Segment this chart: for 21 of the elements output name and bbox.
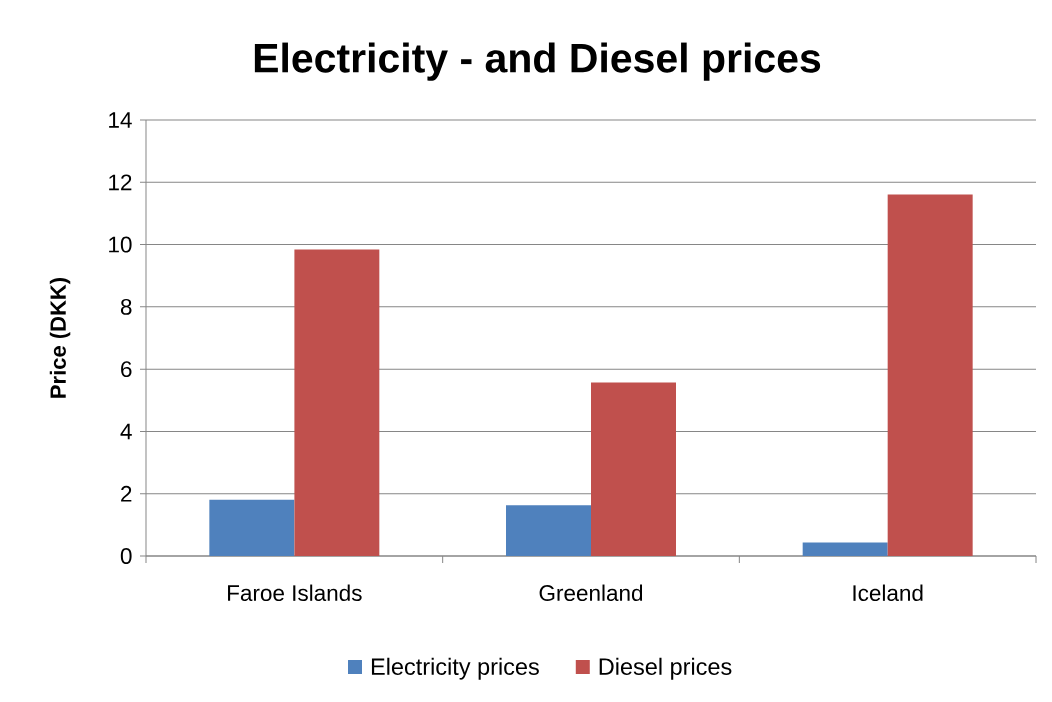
bar <box>802 542 888 556</box>
y-tick-label: 6 <box>121 361 132 378</box>
bar <box>591 382 676 556</box>
x-tick-label: Greenland <box>539 584 643 602</box>
y-tick-label: 2 <box>121 485 132 502</box>
y-tick-label: 0 <box>120 548 132 564</box>
chart-title: Electricity - and Diesel prices <box>254 42 821 81</box>
x-tick-label: Faroe Islands <box>228 584 362 602</box>
bar <box>294 249 380 556</box>
y-tick-label: 8 <box>120 298 132 315</box>
bar <box>506 505 591 556</box>
y-tick-label: 4 <box>120 423 132 440</box>
bar <box>209 499 295 556</box>
y-tick-label: 12 <box>109 174 132 191</box>
legend-label: Diesel prices <box>599 657 732 680</box>
y-tick-label: 14 <box>109 112 132 128</box>
bar <box>887 194 973 556</box>
y-tick-label: 10 <box>109 236 132 253</box>
legend-label: Electricity prices <box>371 657 539 680</box>
y-axis-title: Price (DKK) <box>49 278 71 398</box>
x-tick-label: Iceland <box>853 584 923 602</box>
